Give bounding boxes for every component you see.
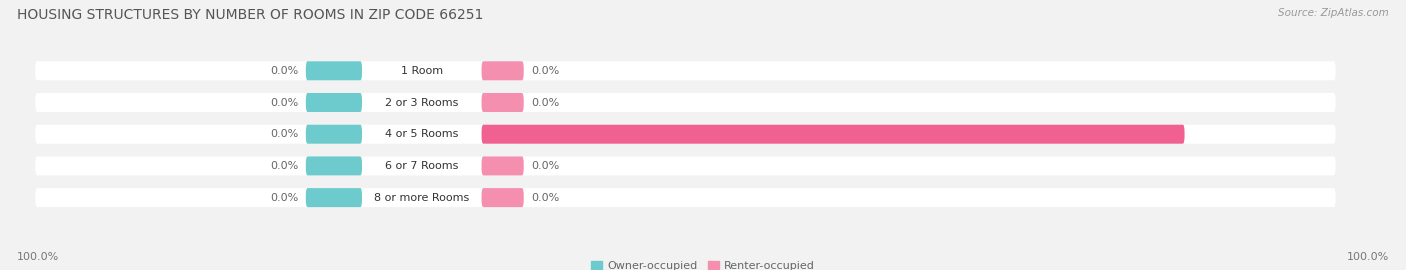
Text: 0.0%: 0.0% [270,66,298,76]
Text: 0.0%: 0.0% [531,193,560,202]
Text: 1 Room: 1 Room [401,66,443,76]
FancyBboxPatch shape [481,93,524,112]
FancyBboxPatch shape [35,125,1336,144]
Text: 6 or 7 Rooms: 6 or 7 Rooms [385,161,458,171]
FancyBboxPatch shape [35,93,1336,112]
Text: 0.0%: 0.0% [270,97,298,107]
Text: 0.0%: 0.0% [270,129,298,139]
FancyBboxPatch shape [307,61,363,80]
FancyBboxPatch shape [307,156,363,176]
Legend: Owner-occupied, Renter-occupied: Owner-occupied, Renter-occupied [592,261,814,270]
FancyBboxPatch shape [35,61,1336,80]
FancyBboxPatch shape [307,188,363,207]
FancyBboxPatch shape [481,125,1185,144]
Text: Source: ZipAtlas.com: Source: ZipAtlas.com [1278,8,1389,18]
FancyBboxPatch shape [481,188,524,207]
Text: HOUSING STRUCTURES BY NUMBER OF ROOMS IN ZIP CODE 66251: HOUSING STRUCTURES BY NUMBER OF ROOMS IN… [17,8,484,22]
Text: 100.0%: 100.0% [1347,252,1389,262]
Text: 0.0%: 0.0% [270,193,298,202]
FancyBboxPatch shape [307,125,363,144]
Text: 2 or 3 Rooms: 2 or 3 Rooms [385,97,458,107]
FancyBboxPatch shape [307,93,363,112]
Text: 0.0%: 0.0% [531,97,560,107]
FancyBboxPatch shape [35,156,1336,176]
Text: 0.0%: 0.0% [270,161,298,171]
FancyBboxPatch shape [481,61,524,80]
FancyBboxPatch shape [35,188,1336,207]
Text: 4 or 5 Rooms: 4 or 5 Rooms [385,129,458,139]
Text: 0.0%: 0.0% [531,66,560,76]
Text: 0.0%: 0.0% [531,161,560,171]
FancyBboxPatch shape [481,156,524,176]
Text: 8 or more Rooms: 8 or more Rooms [374,193,470,202]
Text: 100.0%: 100.0% [17,252,59,262]
Text: 100.0%: 100.0% [1195,129,1241,139]
